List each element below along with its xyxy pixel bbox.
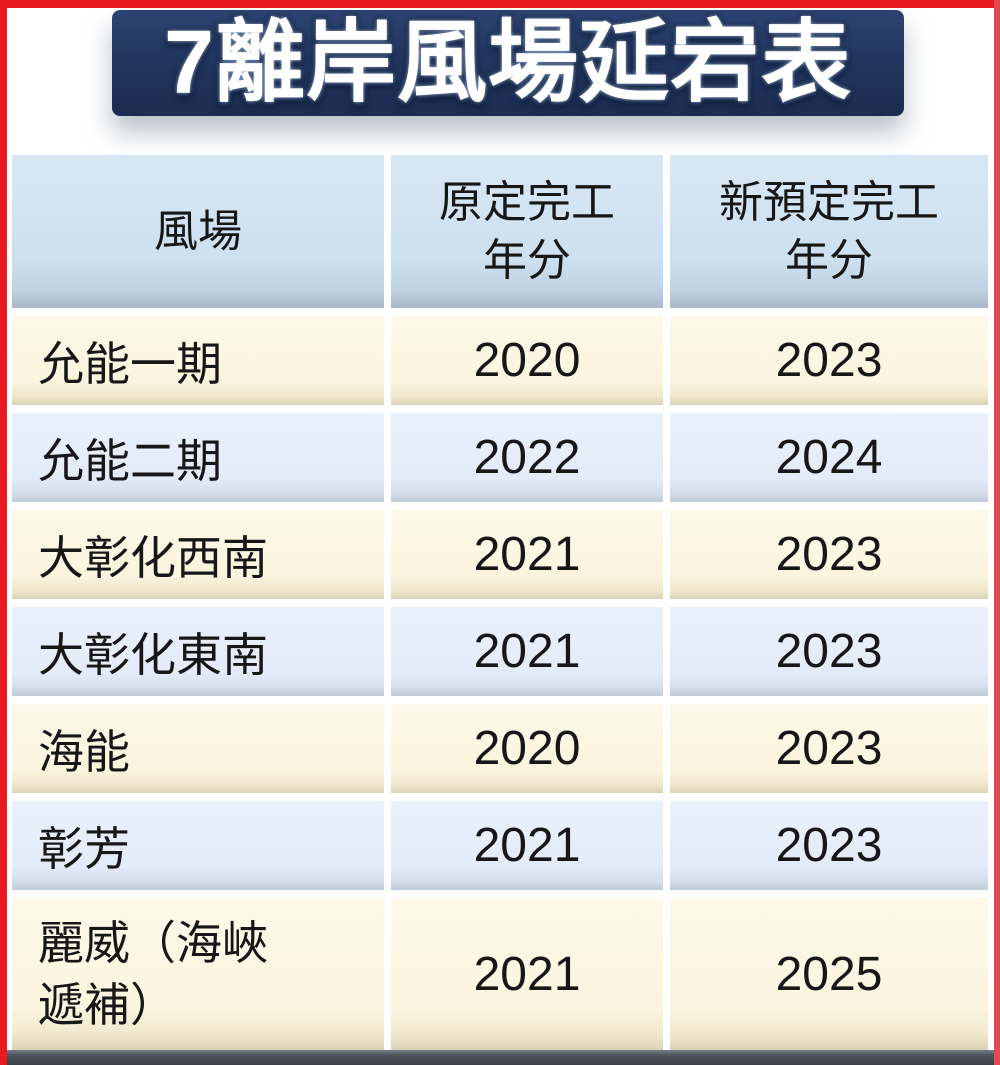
new-year-cell: 2023 [670,801,988,890]
header-original-line1: 原定完工 [439,178,615,228]
header-cell-new-year: 新預定完工 年分 [670,155,988,308]
original-year-cell: 2021 [391,801,663,890]
original-year-cell: 2020 [391,704,663,793]
farm-name-cell: 麗威（海峽 遞補） [12,898,384,1050]
bottom-edge-bar [7,1050,994,1065]
page-title: 7離岸風場延宕表 [163,13,853,113]
original-year-cell: 2021 [391,510,663,599]
title-banner: 7離岸風場延宕表 [112,10,904,116]
original-year-cell: 2021 [391,898,663,1050]
original-year-cell: 2022 [391,413,663,502]
delay-table: 風場 原定完工 年分 新預定完工 年分 允能一期 2020 2023 允能二期 … [12,155,988,1050]
header-cell-farm: 風場 [12,155,384,308]
new-year-cell: 2023 [670,704,988,793]
original-year-cell: 2021 [391,607,663,696]
new-year-cell: 2023 [670,316,988,405]
farm-name-cell: 彰芳 [12,801,384,890]
farm-name-cell: 大彰化西南 [12,510,384,599]
header-original-line2: 年分 [483,235,571,285]
farm-name-line2: 遞補） [38,979,176,1031]
farm-name-line1: 麗威（海峽 [38,916,268,969]
header-new-line2: 年分 [785,235,873,285]
original-year-cell: 2020 [391,316,663,405]
frame-border-right [994,0,1000,1065]
new-year-cell: 2025 [670,898,988,1050]
header-cell-original-year: 原定完工 年分 [391,155,663,308]
header-new-line1: 新預定完工 [719,178,939,228]
frame-border-left [0,0,7,1065]
frame-border-top [0,0,1000,8]
new-year-cell: 2023 [670,510,988,599]
new-year-cell: 2023 [670,607,988,696]
farm-name-cell: 允能一期 [12,316,384,405]
farm-name-cell: 大彰化東南 [12,607,384,696]
farm-name-cell: 海能 [12,704,384,793]
header-farm-label: 風場 [154,206,242,256]
farm-name-cell: 允能二期 [12,413,384,502]
new-year-cell: 2024 [670,413,988,502]
